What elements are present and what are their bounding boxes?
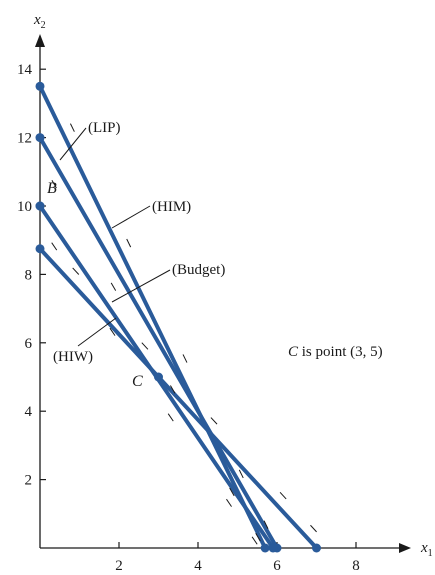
y-axis-title: x2 <box>33 12 46 31</box>
direction-arrow-him-2 <box>182 354 188 363</box>
points-layer <box>35 81 321 553</box>
series-label-budget: (Budget) <box>172 262 225 278</box>
direction-arrow-lip-0 <box>51 179 57 189</box>
direction-arrows <box>51 123 317 545</box>
direction-arrow-hiw-2 <box>210 417 218 425</box>
direction-arrow-budget-3 <box>226 498 232 507</box>
y-tick-label-4: 4 <box>25 404 33 420</box>
series-marker-him-0 <box>35 81 45 91</box>
y-axis-arrowhead <box>35 34 45 47</box>
direction-arrow-hiw-3 <box>279 492 287 500</box>
series-label-lip: (LIP) <box>88 120 121 136</box>
series-marker-budget-1 <box>268 543 278 553</box>
series-line-lip <box>38 135 279 550</box>
direction-arrow-him-0 <box>69 123 75 132</box>
direction-arrow-lip-3 <box>229 487 235 497</box>
direction-arrow-him-1 <box>126 238 132 248</box>
series-label-him: (HIM) <box>152 199 191 215</box>
note-text: C is point (3, 5) <box>288 344 383 360</box>
y-tick-label-8: 8 <box>25 267 33 283</box>
point-marker-b <box>35 201 45 211</box>
direction-arrow-budget-4 <box>251 536 258 545</box>
direction-arrow-lip-1 <box>110 282 117 291</box>
leader-line-lip <box>59 127 87 161</box>
series-marker-him-1 <box>260 543 270 553</box>
y-tick-label-10: 10 <box>17 199 32 215</box>
leader-line-hiw <box>77 317 117 347</box>
series-marker-lip-0 <box>35 133 45 143</box>
direction-arrow-budget-0 <box>51 242 58 251</box>
point-marker-c <box>154 372 163 382</box>
leader-lines <box>59 127 171 347</box>
y-tick-label-2: 2 <box>25 473 33 489</box>
x-tick-label-2: 2 <box>115 558 123 574</box>
series-line-him <box>38 84 268 550</box>
y-tick-label-12: 12 <box>17 131 32 147</box>
point-label-c: C <box>132 373 143 390</box>
x-axis-title: x1 <box>420 540 433 559</box>
y-tick-label-6: 6 <box>25 336 33 352</box>
labels-layer: x2 x1 (LIP) (HIM) (Budget) (HIW) B C C i… <box>33 12 433 559</box>
point-label-b: B <box>47 180 57 197</box>
direction-arrow-him-4 <box>263 520 269 529</box>
direction-arrow-lip-4 <box>255 532 261 542</box>
series-marker-hiw-0 <box>35 244 45 254</box>
direction-arrow-budget-1 <box>109 327 116 336</box>
direction-arrow-lip-2 <box>169 385 176 394</box>
direction-arrow-hiw-1 <box>141 342 149 350</box>
y-tick-label-14: 14 <box>17 62 33 78</box>
x-tick-label-8: 8 <box>352 558 360 574</box>
direction-arrow-hiw-4 <box>310 524 317 533</box>
direction-arrow-hiw-0 <box>72 267 80 275</box>
series-label-hiw: (HIW) <box>53 349 93 365</box>
x-axis-arrowhead <box>399 543 411 553</box>
series-line-hiw <box>38 246 319 550</box>
x-tick-label-4: 4 <box>194 558 202 574</box>
leader-line-budget <box>111 269 171 303</box>
leader-line-him <box>111 205 151 229</box>
x-tick-label-6: 6 <box>273 558 281 574</box>
axes: 2 4 6 8 2 4 6 8 10 12 14 <box>17 34 411 574</box>
series-layer <box>38 84 319 550</box>
direction-arrow-budget-2 <box>167 413 174 422</box>
series-marker-hiw-1 <box>312 543 321 553</box>
direction-arrow-him-3 <box>238 469 244 479</box>
